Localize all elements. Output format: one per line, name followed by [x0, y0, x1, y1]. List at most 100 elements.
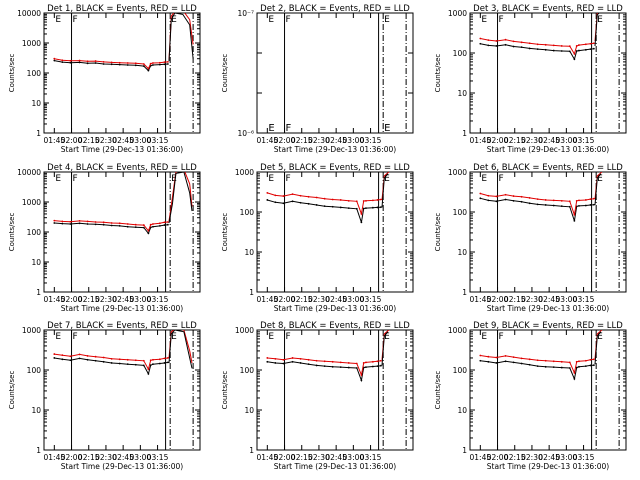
y-tick-label: 1: [462, 129, 467, 138]
lld-point: [147, 368, 150, 371]
x-tick-label: 03:00: [343, 453, 365, 462]
lld-point: [142, 359, 145, 362]
events-point: [147, 69, 150, 72]
events-point: [142, 364, 145, 367]
y-tick-label: 10: [457, 248, 467, 257]
lld-point: [365, 199, 367, 202]
lld-point: [69, 220, 72, 223]
lld-point: [274, 194, 277, 197]
events-spike-line: [381, 173, 389, 208]
lld-point: [315, 359, 318, 362]
lld-point: [307, 358, 310, 361]
events-point: [53, 357, 56, 359]
lld-series-line: [267, 192, 381, 216]
lld-point: [86, 220, 89, 223]
panel-title: Det 7, BLACK = Events, RED = LLD: [47, 321, 197, 331]
events-point: [355, 207, 358, 210]
lld-point: [560, 360, 563, 363]
events-point: [584, 48, 587, 51]
events-point: [86, 223, 89, 225]
x-tick-label: 02:30: [95, 453, 117, 462]
lld-point: [149, 223, 152, 226]
panel-5: Det 5, BLACK = Events, RED = LLD 1 10 100 10…: [221, 163, 414, 313]
lld-point: [495, 195, 498, 198]
panel-title: Det 9, BLACK = Events, RED = LLD: [473, 321, 623, 331]
events-point: [479, 359, 482, 362]
events-point: [568, 50, 571, 53]
y-tick-label: 10000: [17, 9, 41, 18]
lld-point: [134, 223, 137, 226]
lld-series-line: [480, 355, 594, 375]
x-tick-label: 03:00: [130, 295, 152, 304]
panel-2: Det 2, BLACK = Events, RED = LLD 10⁻⁶ 10⁻⁷…: [221, 4, 414, 154]
events-point: [291, 360, 294, 363]
x-tick-label: 02:00: [61, 136, 83, 145]
lld-series-line: [54, 353, 168, 371]
y-tick-label: 1000: [235, 168, 254, 177]
x-tick-label: 03:00: [556, 295, 578, 304]
events-point: [487, 199, 490, 202]
lld-point: [560, 199, 563, 202]
events-point: [78, 357, 81, 360]
events-point: [536, 48, 539, 51]
lld-series-line: [54, 58, 168, 70]
events-point: [592, 364, 595, 367]
lld-point: [102, 60, 105, 63]
y-tick-label: 1000: [448, 326, 467, 335]
panel-title: Det 5, BLACK = Events, RED = LLD: [260, 163, 410, 173]
x-tick-label: 02:15: [291, 453, 313, 462]
y-tick-label: 10: [244, 406, 254, 415]
y-tick-label: 100: [453, 208, 468, 217]
lld-point: [584, 43, 587, 46]
x-tick-label: 03:00: [556, 136, 578, 145]
events-point: [592, 203, 595, 206]
x-tick-label: 01:45: [44, 295, 66, 304]
events-point: [578, 205, 580, 207]
lld-point: [163, 357, 166, 360]
x-tick-label: 01:45: [44, 453, 66, 462]
lld-point: [355, 200, 358, 203]
events-point: [339, 366, 342, 369]
x-tick-label: 02:00: [274, 136, 296, 145]
series-group: [53, 13, 194, 72]
y-tick-label: 10: [31, 258, 41, 267]
events-point: [166, 223, 169, 226]
lld-point: [53, 353, 56, 355]
lld-point: [142, 224, 145, 226]
x-tick-label: 01:45: [470, 295, 492, 304]
lld-point: [152, 358, 154, 361]
marker-label-top: E: [171, 174, 177, 184]
lld-series-line: [480, 193, 594, 215]
events-point: [578, 365, 580, 368]
x-tick-label: 02:15: [78, 295, 100, 304]
marker-label-top: E: [55, 332, 61, 342]
lld-point: [362, 362, 365, 364]
events-point: [152, 225, 154, 228]
events-point: [78, 222, 81, 225]
x-tick-label: 02:15: [78, 136, 100, 145]
events-point: [69, 359, 72, 362]
lld-point: [528, 358, 531, 361]
events-point: [69, 223, 72, 225]
lld-point: [69, 355, 72, 358]
lld-point: [355, 362, 358, 365]
lld-point: [299, 357, 302, 360]
marker-label-top: E: [597, 332, 603, 342]
events-series-line: [54, 357, 168, 376]
plot-frame: [43, 171, 201, 293]
events-point: [110, 362, 113, 364]
events-point: [134, 226, 137, 229]
x-tick-label: 02:00: [487, 453, 509, 462]
series-group: [53, 330, 193, 376]
lld-point: [379, 198, 382, 201]
x-tick-label: 01:45: [257, 453, 279, 462]
lld-point: [142, 63, 145, 65]
lld-point: [126, 62, 129, 64]
events-point: [560, 366, 563, 369]
events-spike-line: [381, 331, 389, 366]
events-point: [589, 364, 592, 367]
lld-point: [86, 355, 89, 357]
lld-point: [118, 61, 121, 64]
events-point: [568, 205, 571, 208]
events-series-line: [267, 199, 381, 223]
